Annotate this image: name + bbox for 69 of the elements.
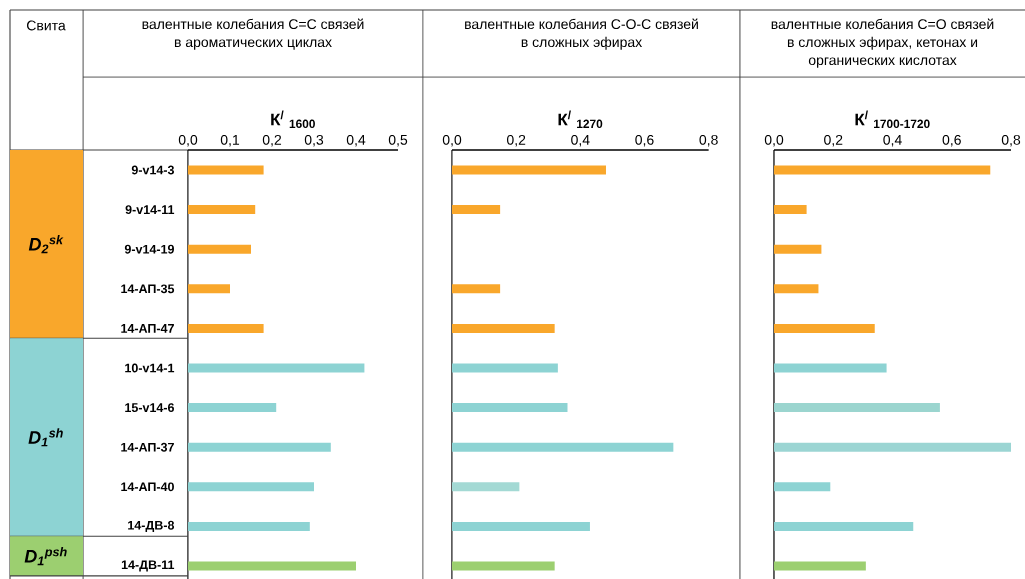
x-tick-label: 0,8 [1001,134,1021,147]
bar [774,363,887,373]
x-tick-label: 0,4 [346,134,366,147]
bar [452,521,590,531]
x-tick-label: 0,0 [178,134,198,147]
x-axis-title: К$^{/}$ 1270 [558,110,603,129]
y-tick-label: 10-v14-1 [125,363,175,373]
y-tick-label: 9-v14-19 [124,244,174,254]
bar [452,561,555,571]
bar [774,561,866,571]
chart-title: валентные колебания С-О-С связей в сложных эфирах [465,18,698,50]
y-tick-label: 14-АП-35 [121,284,175,294]
bar [452,165,606,175]
bar [774,165,991,175]
x-tick-label: 0,4 [571,134,590,147]
x-tick-label: 0,4 [883,134,902,147]
x-tick-label: 0,1 [220,134,240,147]
bar [774,521,914,531]
x-tick-label: 0,6 [942,134,961,147]
bar [452,363,558,373]
bar [188,403,277,413]
bar [452,284,501,294]
text: Свита [27,20,66,31]
bar [188,521,310,531]
text: D$_{1}$psh [24,547,67,566]
x-tick-label: 0,6 [635,134,654,147]
y-tick-label: 15-v14-6 [125,403,174,413]
chart-title: валентные колебания С=С связей в ароматических циклах [142,18,364,50]
bar [774,284,819,294]
bar [774,403,940,413]
bar [774,205,807,215]
x-axis-title: К$^{/}$ 1700-1720 [855,110,930,129]
bar [188,323,264,333]
bar [188,442,331,452]
bar [188,165,264,175]
bar [188,205,256,215]
bar [188,482,314,492]
y-tick-label: 14-АП-47 [121,324,174,333]
x-tick-label: 0,0 [764,134,784,147]
y-tick-label: 14-АП-40 [121,482,174,492]
x-tick-label: 0,2 [262,134,282,147]
x-tick-label: 0,5 [388,134,408,147]
y-tick-label: 14-АП-37 [121,442,174,452]
bar [188,244,251,254]
bar [188,284,230,294]
text: D$_{1}$sh [28,428,63,447]
bar [452,442,674,452]
x-tick-label: 0,0 [442,134,462,147]
y-tick-label: 14-ДВ-8 [128,520,175,533]
text: D$_{2}$sk [28,235,64,254]
x-tick-label: 0,2 [506,134,526,147]
y-tick-label: 9-v14-3 [131,165,174,175]
bar [774,442,1012,452]
y-tick-label: 9-v14-11 [125,205,175,215]
bar [452,482,520,492]
bar [774,482,831,492]
x-tick-label: 0,3 [304,134,324,147]
bar [188,561,356,571]
bar [774,244,822,254]
y-tick-label: 14-ДВ-11 [121,560,175,572]
x-tick-label: 0,2 [824,134,843,147]
x-tick-label: 0,8 [699,134,718,147]
bar [188,363,365,373]
bar [774,323,875,333]
chart-title: валентные колебания С=О связей в сложных эфирах, кетонах и органических кислотах [771,18,994,68]
bar [452,205,501,215]
bar [452,403,568,413]
bar [452,323,555,333]
x-axis-title: К$^{/}$ 1600 [271,110,315,129]
